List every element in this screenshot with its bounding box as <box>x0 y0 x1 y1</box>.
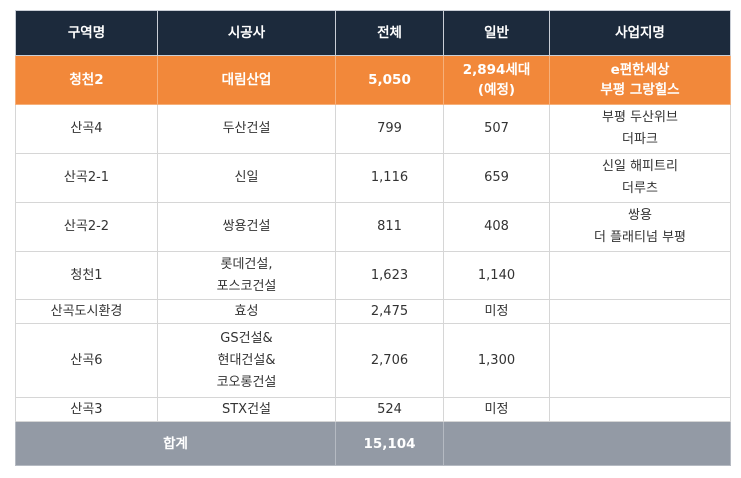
header-general: 일반 <box>443 10 550 56</box>
cell-builder: 신일 <box>157 153 336 203</box>
cell-district: 산곡3 <box>15 397 158 422</box>
header-district: 구역명 <box>15 10 158 56</box>
cell-project <box>549 397 731 422</box>
cell-project <box>549 299 731 324</box>
table-row: 청천1 롯데건설, 포스코건설 1,623 1,140 <box>15 251 731 300</box>
cell-district: 청천2 <box>15 55 158 105</box>
cell-total: 2,475 <box>335 299 444 324</box>
cell-general: 미정 <box>443 299 550 324</box>
table-row: 산곡2-2 쌍용건설 811 408 쌍용 더 플래티넘 부평 <box>15 202 731 252</box>
cell-total: 5,050 <box>335 55 444 105</box>
cell-total: 799 <box>335 104 444 154</box>
cell-builder: 효성 <box>157 299 336 324</box>
cell-project: 쌍용 더 플래티넘 부평 <box>549 202 731 252</box>
cell-project: 신일 해피트리 더루츠 <box>549 153 731 203</box>
cell-general: 2,894세대 (예정) <box>443 55 550 105</box>
total-value: 15,104 <box>335 421 444 466</box>
cell-builder: 대림산업 <box>157 55 336 105</box>
table-row: 산곡4 두산건설 799 507 부평 두산위브 더파크 <box>15 104 731 154</box>
cell-total: 524 <box>335 397 444 422</box>
cell-project-line: 더 플래티넘 부평 <box>594 230 686 245</box>
cell-district: 청천1 <box>15 251 158 300</box>
cell-builder: STX건설 <box>157 397 336 422</box>
table-row: 산곡6 GS건설& 현대건설& 코오롱건설 2,706 1,300 <box>15 323 731 398</box>
table-row: 산곡2-1 신일 1,116 659 신일 해피트리 더루츠 <box>15 153 731 203</box>
cell-project-line: 부평 두산위브 <box>602 110 678 125</box>
cell-district: 산곡2-2 <box>15 202 158 252</box>
cell-builder-line: 현대건설& <box>217 352 276 368</box>
cell-project-line: 신일 해피트리 <box>602 159 678 174</box>
cell-builder: 두산건설 <box>157 104 336 154</box>
cell-project-line: 더루츠 <box>622 181 658 196</box>
table-row: 산곡도시환경 효성 2,475 미정 <box>15 299 731 324</box>
cell-builder: GS건설& 현대건설& 코오롱건설 <box>157 323 336 398</box>
total-label: 합계 <box>15 421 336 466</box>
cell-project-line: 쌍용 <box>628 208 652 223</box>
cell-project <box>549 323 731 398</box>
cell-general: 659 <box>443 153 550 203</box>
cell-builder-line: 포스코건설 <box>216 278 277 294</box>
cell-general: 507 <box>443 104 550 154</box>
cell-project <box>549 251 731 300</box>
cell-general: 408 <box>443 202 550 252</box>
cell-general-line: (예정) <box>477 82 516 98</box>
header-total: 전체 <box>335 10 444 56</box>
cell-district: 산곡4 <box>15 104 158 154</box>
cell-district: 산곡2-1 <box>15 153 158 203</box>
cell-general: 미정 <box>443 397 550 422</box>
highlight-row: 청천2 대림산업 5,050 2,894세대 (예정) e편한세상 부평 그랑힐… <box>15 55 731 105</box>
table-row: 산곡3 STX건설 524 미정 <box>15 397 731 422</box>
cell-general: 1,140 <box>443 251 550 300</box>
cell-district: 산곡도시환경 <box>15 299 158 324</box>
cell-project: 부평 두산위브 더파크 <box>549 104 731 154</box>
header-builder: 시공사 <box>157 10 336 56</box>
cell-total: 1,116 <box>335 153 444 203</box>
total-empty <box>443 421 731 466</box>
cell-builder-line: 롯데건설, <box>220 256 273 272</box>
total-row: 합계 15,104 <box>15 421 731 466</box>
housing-table: 구역명 시공사 전체 일반 사업지명 청천2 대림산업 5,050 2,894세… <box>15 10 731 466</box>
cell-general: 1,300 <box>443 323 550 398</box>
cell-project-line: 부평 그랑힐스 <box>600 82 680 98</box>
cell-builder: 쌍용건설 <box>157 202 336 252</box>
cell-general-line: 2,894세대 <box>462 62 531 78</box>
cell-builder: 롯데건설, 포스코건설 <box>157 251 336 300</box>
cell-total: 811 <box>335 202 444 252</box>
cell-total: 2,706 <box>335 323 444 398</box>
cell-builder-line: GS건설& <box>220 330 273 346</box>
cell-project-line: 더파크 <box>622 132 658 147</box>
cell-district: 산곡6 <box>15 323 158 398</box>
cell-builder-line: 코오롱건설 <box>216 374 277 390</box>
cell-total: 1,623 <box>335 251 444 300</box>
cell-project-line: e편한세상 <box>610 62 670 78</box>
header-project: 사업지명 <box>549 10 731 56</box>
cell-project: e편한세상 부평 그랑힐스 <box>549 55 731 105</box>
header-row: 구역명 시공사 전체 일반 사업지명 <box>15 10 731 56</box>
